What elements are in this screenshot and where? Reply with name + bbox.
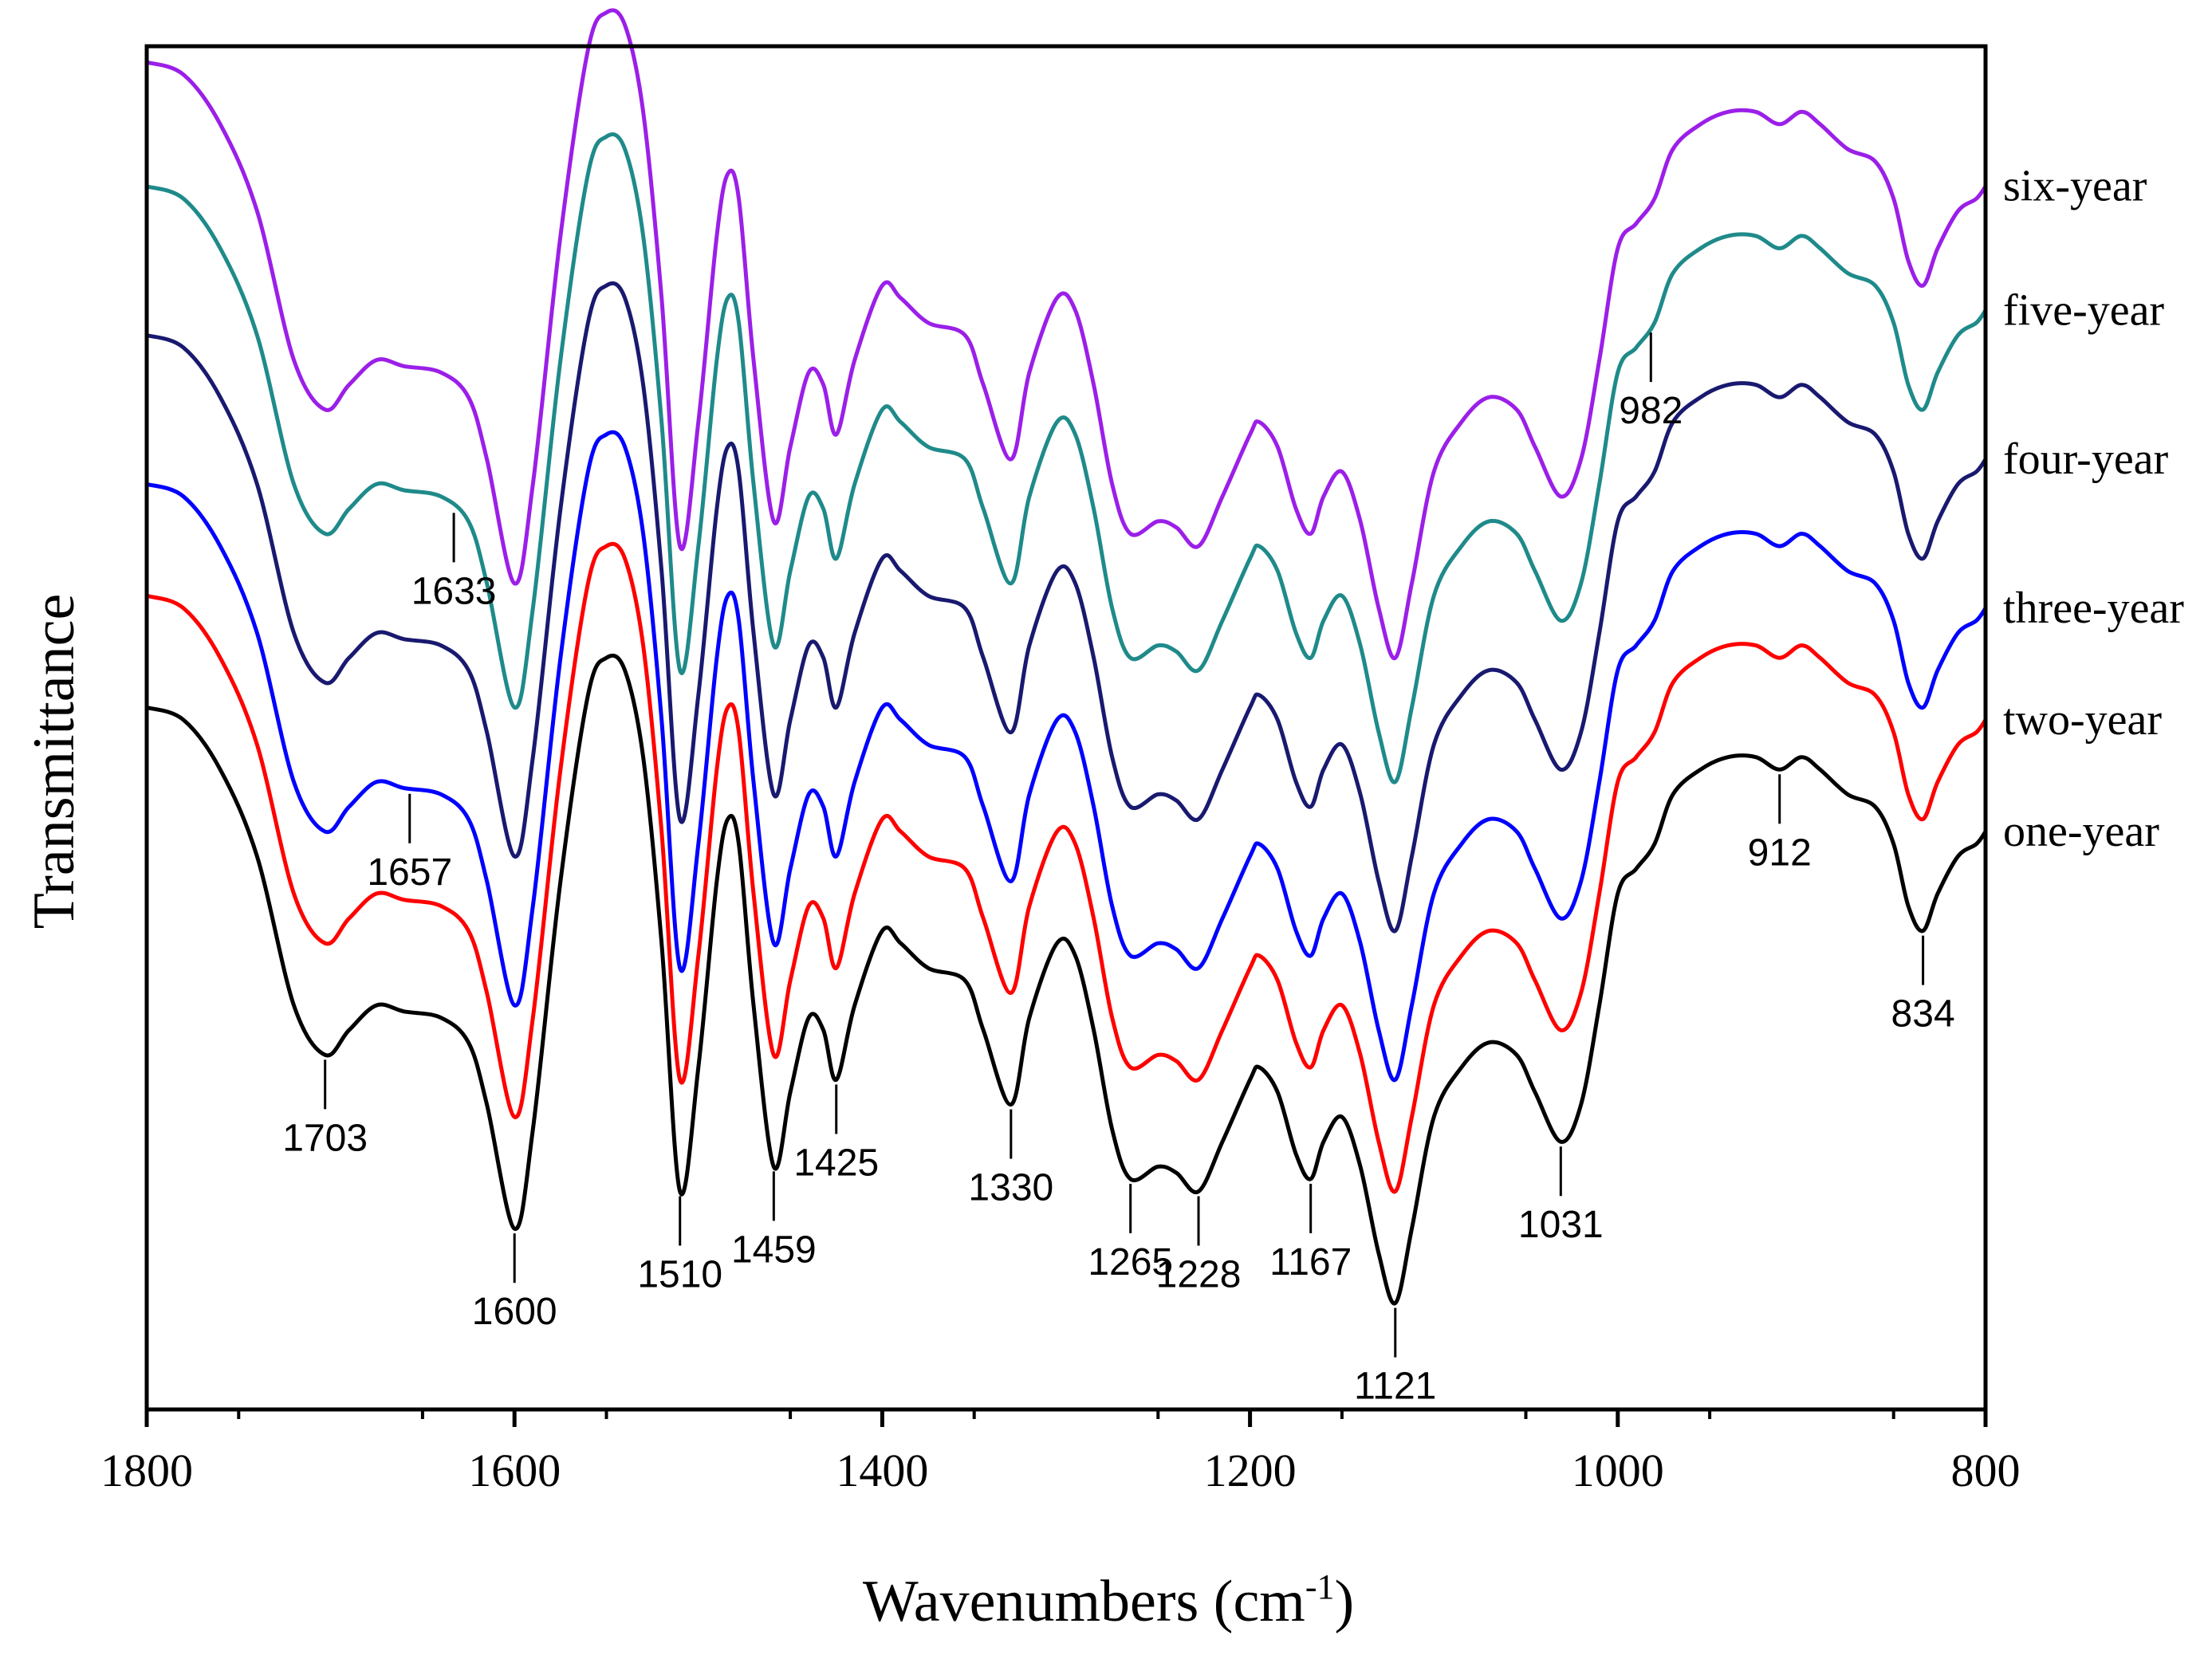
peak-label-1425: 1425 — [793, 1142, 879, 1184]
peak-label-1031: 1031 — [1518, 1204, 1604, 1246]
peak-label-1121: 1121 — [1354, 1366, 1436, 1408]
peak-label-1167: 1167 — [1269, 1241, 1352, 1284]
x-axis-title-superscript: -1 — [1305, 1567, 1335, 1606]
series-line-four-year — [144, 281, 1988, 934]
x-tick-label-1800: 1800 — [100, 1445, 193, 1496]
x-tick-label-800: 800 — [1951, 1445, 2021, 1496]
series-line-six-year — [144, 8, 1988, 660]
x-tick-label-1000: 1000 — [1572, 1445, 1664, 1496]
peak-label-912: 912 — [1748, 831, 1812, 874]
peak-label-1330: 1330 — [968, 1167, 1053, 1209]
series-label-two-year: two-year — [2003, 695, 2162, 745]
x-tick-label-1600: 1600 — [468, 1445, 561, 1496]
series-label-four-year: four-year — [2003, 434, 2169, 484]
series-layer — [144, 8, 1988, 1306]
x-tick-label-1400: 1400 — [836, 1445, 928, 1496]
peak-label-1600: 1600 — [472, 1291, 557, 1333]
x-tick-label-1200: 1200 — [1204, 1445, 1297, 1496]
peak-label-1265: 1265 — [1088, 1241, 1173, 1284]
peak-label-1510: 1510 — [637, 1254, 722, 1296]
peak-label-1657: 1657 — [367, 851, 452, 894]
series-label-three-year: three-year — [2003, 584, 2184, 633]
plot-frame — [144, 44, 1988, 1412]
series-line-two-year — [144, 541, 1988, 1194]
peak-label-1703: 1703 — [282, 1117, 368, 1159]
series-labels: one-year two-year three-year four-year five-… — [2003, 162, 2184, 856]
x-axis-title: Wavenumbers (cm-1) — [863, 1567, 1354, 1634]
x-axis-ticks: 1800 1600 1400 1200 1000 800 — [100, 1409, 2021, 1496]
peak-label-834: 834 — [1891, 993, 1955, 1036]
x-axis-title-main: Wavenumbers (cm — [863, 1569, 1305, 1634]
peak-label-1633: 1633 — [411, 570, 497, 612]
series-label-one-year: one-year — [2003, 807, 2159, 856]
x-axis-title-close: ) — [1335, 1569, 1355, 1634]
series-label-five-year: five-year — [2003, 285, 2164, 335]
series-line-three-year — [144, 430, 1988, 1083]
series-line-one-year — [144, 653, 1988, 1306]
peak-label-982: 982 — [1619, 390, 1683, 432]
y-axis-title: Transmittance — [22, 594, 87, 930]
series-line-five-year — [144, 132, 1988, 784]
peak-label-1228: 1228 — [1156, 1254, 1242, 1296]
peak-label-1459: 1459 — [731, 1228, 817, 1271]
series-label-six-year: six-year — [2003, 162, 2147, 211]
